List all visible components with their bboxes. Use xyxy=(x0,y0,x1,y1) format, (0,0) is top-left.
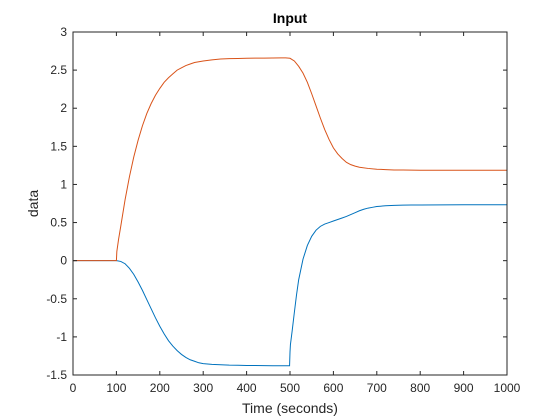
x-tick-label: 400 xyxy=(237,381,257,395)
x-axis-ticks: 0 100 200 300 400 500 600 700 800 900 1000 xyxy=(70,32,521,395)
y-tick-label: 2.5 xyxy=(50,63,67,77)
x-tick-label: 800 xyxy=(410,381,430,395)
y-tick-label: 2 xyxy=(60,101,67,115)
x-tick-label: 100 xyxy=(106,381,126,395)
y-tick-label: 1.5 xyxy=(50,139,67,153)
x-axis-label: Time (seconds) xyxy=(242,400,338,416)
y-tick-label: 0.5 xyxy=(50,216,67,230)
y-tick-label: 3 xyxy=(60,25,67,39)
x-tick-label: 600 xyxy=(323,381,343,395)
y-tick-label: -0.5 xyxy=(46,292,67,306)
y-tick-label: 0 xyxy=(60,254,67,268)
series-layer xyxy=(73,57,507,367)
y-axis-label: data xyxy=(25,190,41,217)
series-line-2 xyxy=(73,57,507,262)
x-tick-label: 700 xyxy=(367,381,387,395)
x-tick-label: 300 xyxy=(193,381,213,395)
y-tick-label: 1 xyxy=(60,177,67,191)
x-tick-label: 200 xyxy=(150,381,170,395)
chart-title: Input xyxy=(273,10,308,26)
y-tick-label: -1 xyxy=(56,330,67,344)
y-axis-ticks: -1.5 -1 -0.5 0 0.5 1 1.5 2 2.5 3 xyxy=(46,25,507,382)
x-tick-label: 900 xyxy=(454,381,474,395)
x-tick-label: 1000 xyxy=(494,381,521,395)
series-line-1 xyxy=(73,204,507,367)
plot-area xyxy=(73,32,507,375)
x-tick-label: 500 xyxy=(280,381,300,395)
x-tick-label: 0 xyxy=(70,381,77,395)
y-tick-label: -1.5 xyxy=(46,368,67,382)
